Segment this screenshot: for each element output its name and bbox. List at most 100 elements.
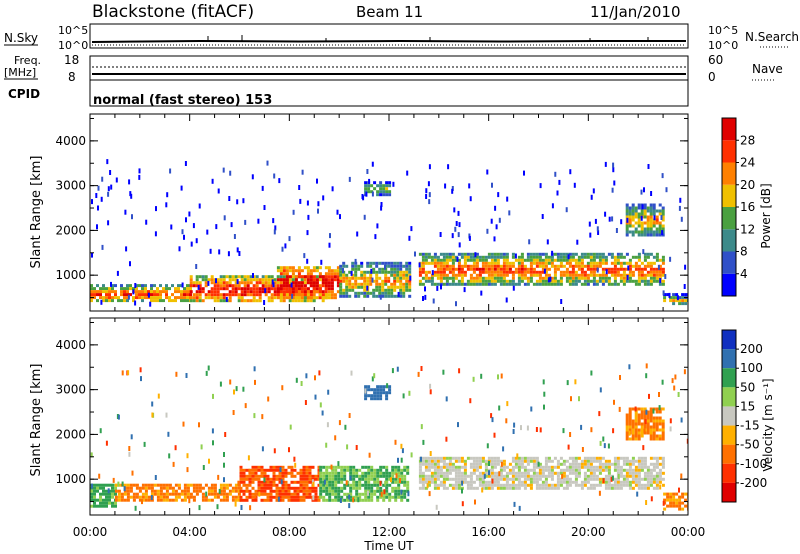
echo-cell bbox=[421, 252, 425, 256]
scatter-echo bbox=[352, 497, 355, 503]
echo-cell bbox=[333, 269, 337, 273]
echo-cell bbox=[299, 489, 303, 493]
echo-cell bbox=[637, 279, 641, 283]
echo-cell bbox=[339, 294, 343, 298]
echo-cell bbox=[111, 495, 114, 499]
echo-cell bbox=[469, 276, 473, 280]
scatter-echo bbox=[445, 436, 448, 442]
echo-cell bbox=[619, 255, 623, 259]
echo-cell bbox=[604, 273, 608, 277]
echo-cell bbox=[439, 483, 443, 487]
echo-cell bbox=[355, 489, 359, 493]
echo-cell bbox=[586, 279, 590, 283]
echo-cell bbox=[162, 495, 166, 499]
scatter-echo bbox=[644, 419, 647, 425]
echo-cell bbox=[631, 218, 635, 222]
echo-cell bbox=[99, 495, 102, 499]
scatter-echo bbox=[321, 410, 324, 416]
echo-cell bbox=[658, 258, 662, 262]
echo-cell bbox=[388, 498, 392, 502]
echo-cell bbox=[592, 282, 596, 286]
echo-cell bbox=[547, 258, 551, 262]
echo-cell bbox=[367, 385, 371, 389]
echo-cell bbox=[655, 465, 659, 469]
echo-cell bbox=[135, 483, 139, 487]
echo-cell bbox=[643, 212, 647, 216]
echo-cell bbox=[385, 190, 389, 194]
echo-cell bbox=[652, 233, 656, 237]
echo-cell bbox=[574, 261, 578, 265]
echo-cell bbox=[646, 483, 650, 487]
scatter-echo bbox=[124, 209, 127, 215]
echo-cell bbox=[319, 474, 323, 478]
scatter-echo bbox=[541, 214, 544, 219]
echo-cell bbox=[361, 465, 365, 469]
echo-cell bbox=[246, 284, 250, 288]
echo-cell bbox=[234, 495, 238, 499]
echo-cell bbox=[490, 282, 494, 286]
echo-cell bbox=[314, 489, 318, 493]
echo-cell bbox=[508, 270, 512, 274]
scatter-echo bbox=[445, 396, 448, 402]
echo-cell bbox=[550, 468, 554, 472]
echo-cell bbox=[649, 413, 653, 417]
echo-cell bbox=[418, 267, 422, 271]
echo-cell bbox=[472, 267, 476, 271]
echo-cell bbox=[442, 252, 446, 256]
scatter-echo bbox=[453, 207, 456, 213]
echo-cell bbox=[370, 397, 374, 401]
echo-cell bbox=[288, 296, 292, 300]
echo-cell bbox=[246, 281, 250, 285]
echo-cell bbox=[245, 483, 249, 487]
scatter-echo bbox=[195, 238, 198, 244]
echo-cell bbox=[643, 465, 647, 469]
echo-cell bbox=[360, 282, 364, 286]
echo-cell bbox=[541, 276, 545, 280]
echo-cell bbox=[622, 468, 626, 472]
echo-cell bbox=[400, 468, 404, 472]
scatter-echo bbox=[642, 249, 645, 255]
scatter-echo bbox=[400, 457, 403, 463]
echo-cell bbox=[174, 296, 177, 300]
scatter-echo bbox=[247, 455, 250, 461]
echo-cell bbox=[598, 261, 602, 265]
echo-cell bbox=[649, 425, 653, 429]
echo-cell bbox=[251, 474, 255, 478]
scatter-echo bbox=[155, 206, 157, 212]
scatter-echo bbox=[263, 300, 266, 305]
echo-cell bbox=[427, 261, 431, 265]
echo-cell bbox=[565, 483, 569, 487]
echo-cell bbox=[661, 230, 665, 234]
echo-cell bbox=[397, 483, 401, 487]
echo-cell bbox=[586, 264, 590, 268]
echo-cell bbox=[248, 477, 252, 481]
echo-cell bbox=[337, 474, 341, 478]
echo-cell bbox=[144, 296, 147, 300]
echo-cell bbox=[547, 456, 551, 460]
echo-cell bbox=[433, 261, 437, 265]
echo-cell bbox=[646, 419, 650, 423]
echo-cell bbox=[312, 287, 316, 291]
echo-cell bbox=[117, 498, 121, 502]
echo-cell bbox=[387, 270, 391, 274]
echo-cell bbox=[610, 273, 614, 277]
echo-cell bbox=[511, 468, 515, 472]
echo-cell bbox=[598, 480, 602, 484]
echo-cell bbox=[375, 288, 379, 292]
echo-cell bbox=[373, 474, 377, 478]
echo-cell bbox=[305, 477, 309, 481]
echo-cell bbox=[340, 477, 344, 481]
echo-cell bbox=[418, 480, 422, 484]
echo-cell bbox=[352, 477, 356, 481]
echo-cell bbox=[430, 276, 434, 280]
echo-cell bbox=[451, 468, 455, 472]
echo-cell bbox=[475, 282, 479, 286]
echo-cell bbox=[366, 270, 370, 274]
echo-cell bbox=[308, 471, 312, 475]
colorbar-swatch bbox=[722, 118, 736, 141]
scatter-echo bbox=[166, 192, 169, 198]
echo-cell bbox=[445, 255, 449, 259]
echo-cell bbox=[225, 492, 229, 496]
echo-cell bbox=[652, 434, 656, 438]
scatter-echo bbox=[686, 438, 688, 444]
